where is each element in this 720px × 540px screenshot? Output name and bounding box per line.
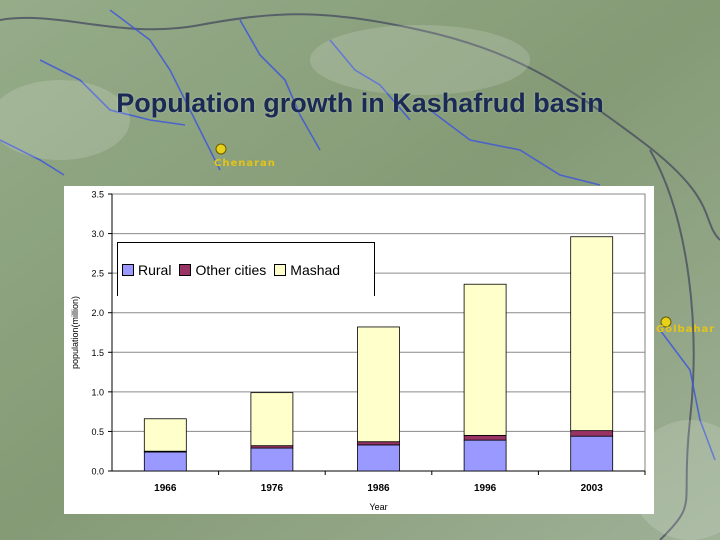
legend-swatch-mashad [274, 263, 287, 276]
y-tick-label-0: 0.0 [91, 467, 104, 477]
y-tick-label-2: 1.0 [91, 387, 104, 397]
bar-other-cities-1986 [357, 441, 400, 446]
bar-rural-1966 [143, 451, 187, 472]
x-axis-label: Year [369, 502, 387, 512]
bar-rural-1996 [463, 439, 507, 472]
legend-item-other-cities: Other cities [179, 262, 266, 278]
y-axis-label: population(million) [70, 296, 80, 369]
slide-title: Population growth in Kashafrud basin [116, 88, 604, 118]
bar-mashad-2003 [570, 236, 614, 432]
y-tick-label-5: 2.5 [91, 269, 104, 279]
y-tick-label-6: 3.0 [91, 229, 104, 239]
bar-mashad-1966 [143, 418, 187, 452]
legend-swatch-rural [122, 263, 134, 276]
bar-other-cities-1996 [463, 434, 507, 441]
x-tick-label-1996: 1996 [474, 483, 497, 494]
bar-other-cities-2003 [570, 430, 614, 437]
bar-mashad-1996 [463, 283, 507, 436]
bar-rural-1986 [357, 444, 400, 472]
map-label-golbahar: Golbahar [656, 324, 716, 335]
legend-label-rural: Rural [138, 261, 172, 278]
legend-label-other-cities: Other cities [195, 261, 267, 278]
x-tick-label-1986: 1986 [367, 483, 390, 494]
y-tick-label-7: 3.5 [91, 190, 104, 200]
y-tick-label-4: 2.0 [91, 308, 104, 318]
map-label-chenaran: Chenaran [214, 158, 276, 169]
legend-item-rural: Rural [122, 262, 171, 278]
y-tick-label-3: 1.5 [91, 348, 104, 358]
y-tick-label-1: 0.5 [91, 427, 104, 437]
x-tick-label-1966: 1966 [154, 483, 177, 494]
chart-legend: Rural Other cities Mashad [117, 242, 375, 296]
legend-swatch-other-cities [179, 263, 192, 276]
legend-item-mashad: Mashad [274, 262, 340, 278]
legend-label-mashad: Mashad [290, 261, 341, 278]
bar-mashad-1976 [250, 392, 294, 447]
bar-rural-1976 [250, 447, 294, 472]
bar-mashad-1986 [357, 326, 400, 443]
bar-rural-2003 [570, 435, 614, 472]
x-tick-label-1976: 1976 [261, 483, 284, 494]
x-tick-label-2003: 2003 [581, 483, 604, 494]
